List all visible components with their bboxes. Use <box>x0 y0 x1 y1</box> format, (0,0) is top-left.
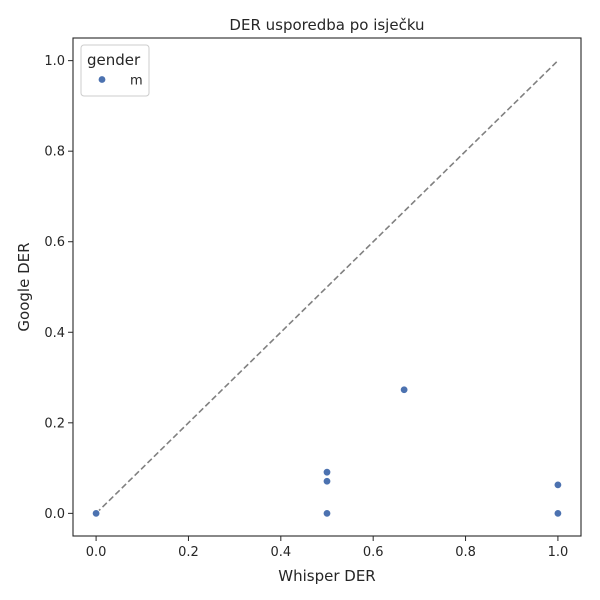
reference-diagonal-line <box>95 60 559 514</box>
y-axis-label: Google DER <box>15 242 33 331</box>
x-tick-label: 0.8 <box>455 545 476 560</box>
chart-title: DER usporedba po isječku <box>229 16 424 34</box>
plot-frame <box>72 37 582 537</box>
y-tick-label: 0.6 <box>44 235 65 250</box>
data-point <box>322 509 332 518</box>
y-tick-label: 0.8 <box>44 145 65 160</box>
y-tick-label: 0.2 <box>44 416 65 431</box>
data-point <box>399 385 409 394</box>
legend: gender m <box>80 44 150 97</box>
x-axis-label: Whisper DER <box>278 567 375 585</box>
data-point <box>553 509 563 518</box>
x-tick-label: 0.2 <box>178 545 199 560</box>
x-tick-label: 0.4 <box>270 545 291 560</box>
x-tick-label: 0.0 <box>86 545 107 560</box>
y-tick-label: 1.0 <box>44 54 65 69</box>
data-point <box>91 509 101 518</box>
y-tick-label: 0.0 <box>44 507 65 522</box>
data-point <box>322 477 332 486</box>
x-tick-label: 1.0 <box>548 545 569 560</box>
data-point <box>322 467 332 477</box>
legend-entry-label: m <box>130 74 143 89</box>
x-tick-label: 0.6 <box>363 545 384 560</box>
y-tick-label: 0.4 <box>44 326 65 341</box>
legend-marker <box>97 75 107 84</box>
data-point <box>553 480 563 490</box>
legend-box <box>80 44 150 97</box>
legend-title: gender <box>87 51 141 69</box>
